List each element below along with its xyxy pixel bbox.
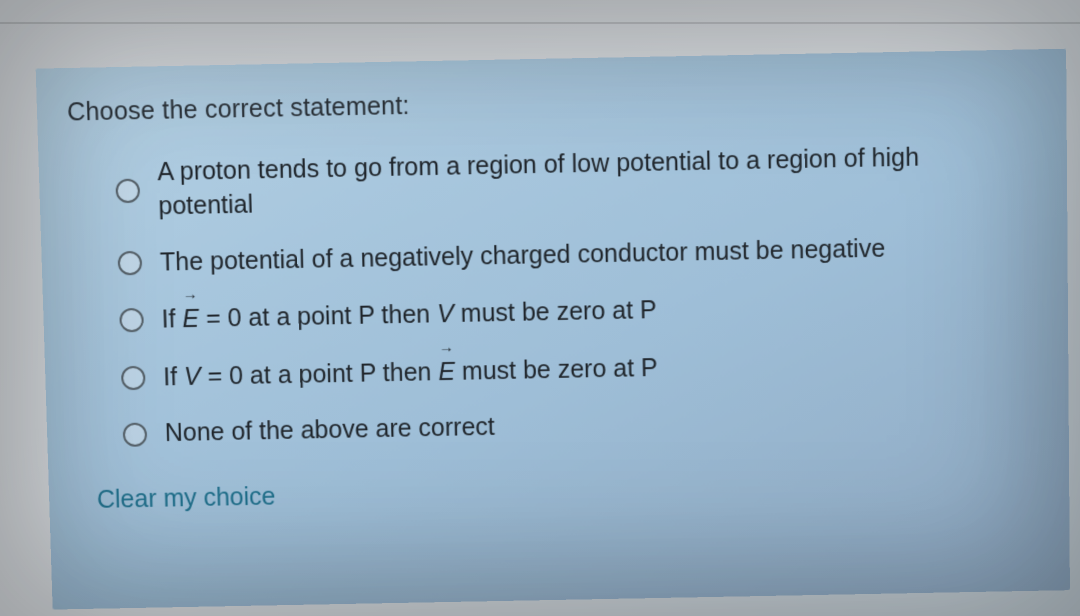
option-row[interactable]: If V = 0 at a point P then E must be zer… [121, 343, 1023, 396]
option-label: If E = 0 at a point P then V must be zer… [161, 292, 657, 337]
option-label: None of the above are correct [164, 411, 495, 451]
clear-choice-link[interactable]: Clear my choice [97, 482, 276, 514]
option-label: If V = 0 at a point P then E must be zer… [163, 350, 658, 395]
question-prompt: Choose the correct statement: [67, 80, 1021, 128]
radio-icon[interactable] [119, 308, 144, 332]
option-row[interactable]: The potential of a negatively charged co… [117, 229, 1021, 280]
radio-icon[interactable] [115, 178, 140, 203]
option-label: A proton tends to go from a region of lo… [157, 139, 1021, 223]
radio-icon[interactable] [121, 366, 146, 390]
option-row[interactable]: If E = 0 at a point P then V must be zer… [119, 285, 1022, 338]
option-row[interactable]: None of the above are correct [122, 401, 1022, 452]
radio-icon[interactable] [123, 422, 148, 446]
radio-icon[interactable] [118, 251, 143, 276]
options-list: A proton tends to go from a region of lo… [115, 139, 1023, 451]
question-card: Choose the correct statement: A proton t… [36, 49, 1070, 610]
option-label: The potential of a negatively charged co… [159, 232, 885, 280]
option-row[interactable]: A proton tends to go from a region of lo… [115, 139, 1021, 224]
browser-divider [0, 22, 1080, 24]
